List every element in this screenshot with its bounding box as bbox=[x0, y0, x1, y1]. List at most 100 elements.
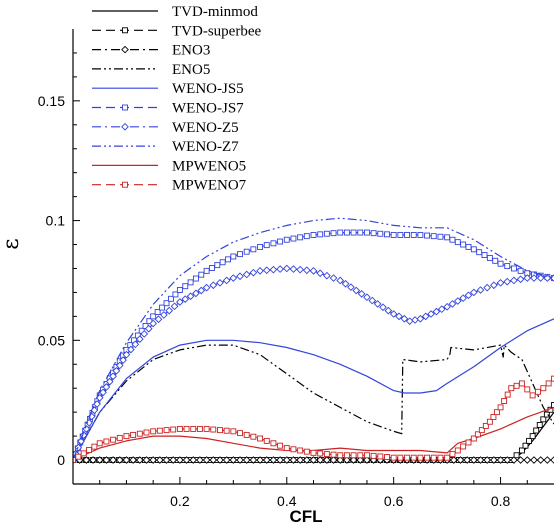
data-point bbox=[444, 234, 451, 241]
data-point bbox=[323, 230, 330, 237]
data-point bbox=[168, 295, 174, 302]
data-point bbox=[510, 456, 518, 464]
legend-label: ENO3 bbox=[172, 43, 210, 59]
data-point bbox=[469, 288, 478, 297]
data-point bbox=[517, 267, 524, 274]
data-point bbox=[416, 314, 425, 323]
data-point bbox=[497, 260, 504, 267]
data-point bbox=[389, 310, 398, 318]
data-point bbox=[85, 418, 93, 427]
data-point bbox=[135, 456, 144, 464]
data-point bbox=[474, 431, 481, 438]
data-point bbox=[102, 456, 111, 464]
data-point bbox=[370, 452, 377, 459]
data-point bbox=[478, 427, 485, 434]
series-line-weno-js7 bbox=[73, 232, 554, 461]
data-point bbox=[421, 312, 430, 321]
data-point bbox=[497, 404, 504, 411]
data-point bbox=[523, 274, 532, 282]
data-point bbox=[216, 456, 224, 464]
legend-label: WENO-JS5 bbox=[172, 81, 244, 97]
data-point bbox=[513, 452, 520, 459]
data-point bbox=[75, 453, 82, 460]
data-point bbox=[309, 456, 318, 464]
legend-label: WENO-JS7 bbox=[172, 101, 244, 117]
data-point bbox=[250, 246, 257, 253]
data-point bbox=[236, 456, 244, 464]
data-point bbox=[303, 233, 310, 240]
x-tick-label: 0.8 bbox=[491, 493, 511, 509]
data-point bbox=[524, 386, 531, 393]
data-point bbox=[522, 442, 529, 449]
data-point bbox=[210, 426, 217, 433]
legend-item-tvd-minmod: TVD-minmod bbox=[92, 4, 258, 20]
legend-label: TVD-superbee bbox=[172, 23, 261, 39]
data-point bbox=[317, 231, 324, 238]
series-line-weno-js5 bbox=[73, 318, 554, 461]
data-point bbox=[297, 234, 304, 241]
data-point bbox=[156, 427, 163, 434]
data-point bbox=[144, 324, 153, 333]
data-point bbox=[404, 454, 410, 461]
data-point bbox=[190, 425, 197, 432]
data-point bbox=[430, 454, 437, 461]
data-point bbox=[219, 259, 226, 266]
data-point bbox=[508, 385, 515, 392]
data-point bbox=[109, 456, 117, 464]
data-point bbox=[363, 452, 370, 459]
data-point bbox=[186, 292, 195, 301]
x-tick-label: 0.6 bbox=[384, 493, 404, 509]
data-point bbox=[356, 456, 365, 464]
data-point bbox=[189, 456, 198, 464]
data-point bbox=[163, 300, 170, 307]
data-point bbox=[516, 456, 525, 464]
series-mpweno7 bbox=[73, 375, 554, 464]
legend-label: WENO-Z5 bbox=[172, 120, 239, 136]
data-point bbox=[444, 454, 451, 461]
legend-label: ENO5 bbox=[172, 62, 210, 78]
data-point bbox=[149, 456, 158, 464]
data-point bbox=[390, 454, 397, 461]
data-point bbox=[276, 265, 284, 273]
data-point bbox=[363, 456, 371, 464]
data-point bbox=[202, 456, 211, 464]
data-point bbox=[437, 454, 444, 461]
data-point bbox=[535, 388, 541, 395]
data-point bbox=[237, 251, 243, 258]
data-point bbox=[296, 456, 304, 464]
data-point bbox=[463, 456, 471, 464]
data-point bbox=[501, 398, 508, 404]
data-point bbox=[551, 402, 554, 408]
data-point bbox=[290, 446, 297, 453]
data-point bbox=[481, 252, 488, 259]
data-point bbox=[530, 274, 538, 282]
data-point bbox=[222, 276, 231, 285]
data-point bbox=[256, 267, 264, 275]
data-point bbox=[526, 437, 533, 444]
data-point bbox=[170, 302, 179, 311]
data-point bbox=[209, 281, 218, 290]
legend-item-weno-z5: WENO-Z5 bbox=[92, 120, 239, 136]
data-point bbox=[222, 456, 231, 464]
data-point bbox=[323, 451, 330, 458]
data-point bbox=[368, 296, 377, 305]
data-point bbox=[336, 276, 345, 285]
y-tick-label: 0.15 bbox=[38, 93, 65, 109]
data-point bbox=[82, 456, 91, 464]
series-weno-js5 bbox=[73, 318, 554, 461]
data-point bbox=[347, 283, 355, 291]
data-point bbox=[363, 229, 370, 236]
data-point bbox=[503, 277, 512, 286]
data-point bbox=[395, 312, 403, 321]
tick-labels: 0.2 0.4 0.6 0.8 0 0.05 0.1 0.15 bbox=[38, 93, 511, 509]
data-point bbox=[243, 431, 250, 438]
data-point bbox=[460, 443, 467, 450]
data-point bbox=[176, 298, 184, 306]
data-point bbox=[129, 456, 137, 464]
data-point bbox=[483, 283, 492, 292]
data-point bbox=[282, 264, 291, 273]
data-point bbox=[116, 434, 123, 441]
x-axis-title: CFL bbox=[289, 507, 322, 526]
data-point bbox=[516, 275, 525, 284]
data-point bbox=[454, 447, 461, 454]
